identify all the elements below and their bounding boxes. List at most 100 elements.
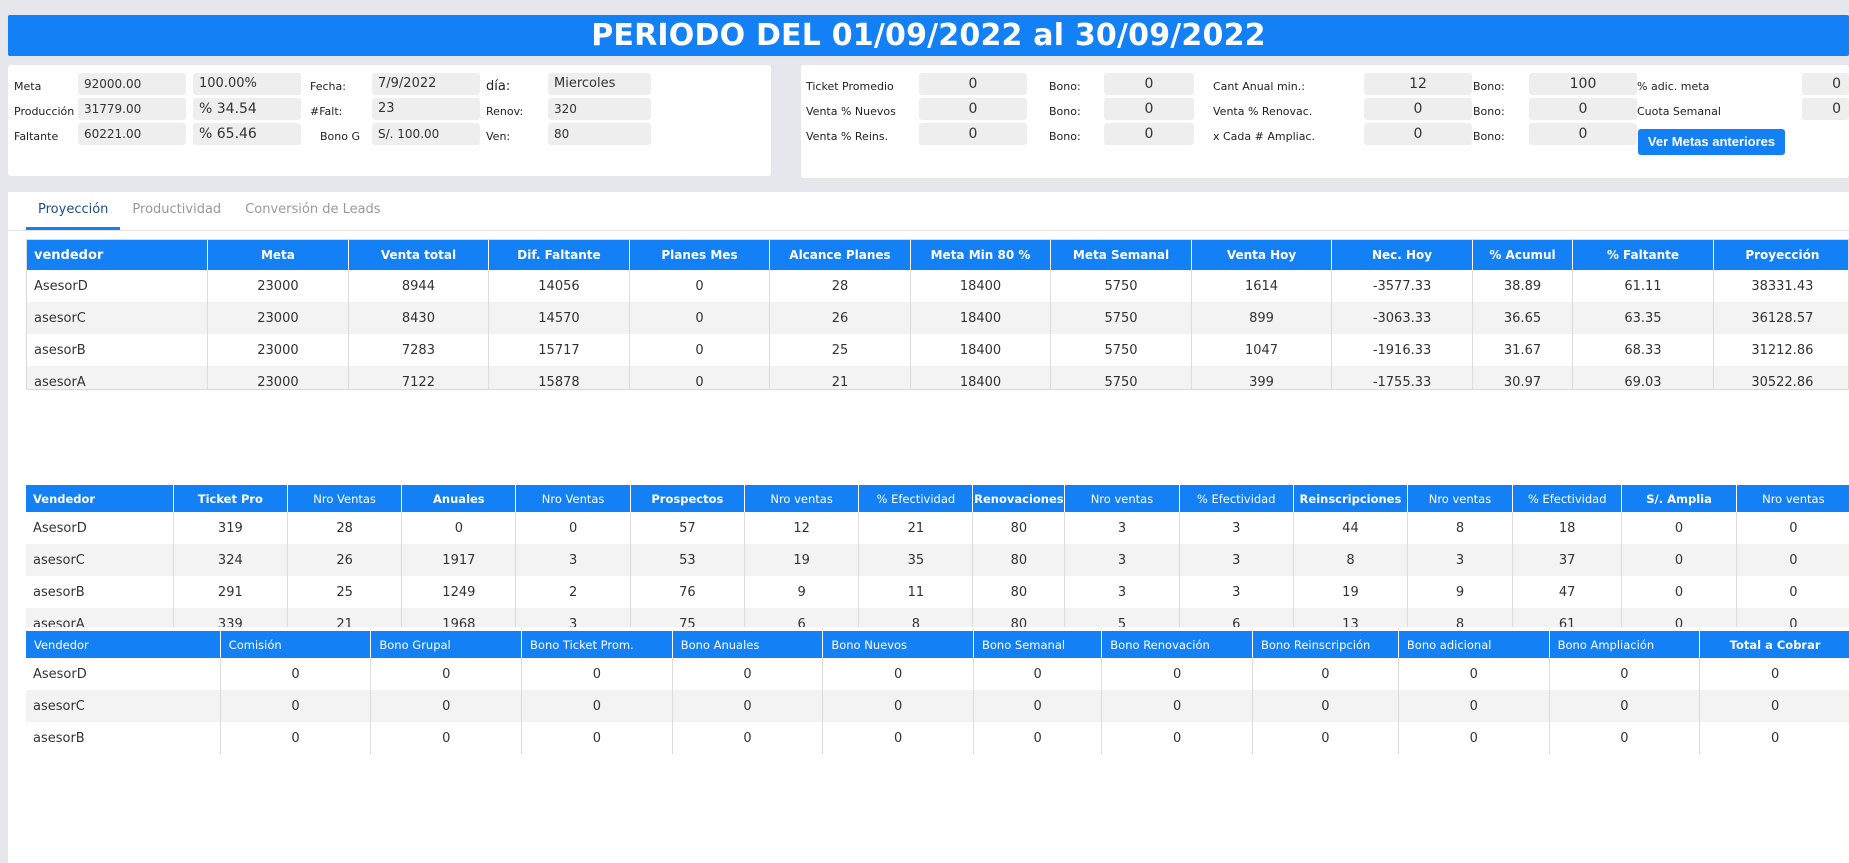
ticket-value: 0 xyxy=(919,73,1027,95)
cell-alcance-planes: 25 xyxy=(769,334,911,366)
cell-anuales: 1917 xyxy=(401,544,517,576)
col-header-efectividad[interactable]: % Efectividad xyxy=(1179,485,1294,512)
col-header-meta-semanal[interactable]: Meta Semanal xyxy=(1050,240,1192,270)
col-header-bono-semanal[interactable]: Bono Semanal xyxy=(973,631,1103,658)
col-header-comisi-n[interactable]: Comisión xyxy=(220,631,372,658)
table-row[interactable]: AsesorD 23000 8944 14056 0 28 18400 5750 1614 -35… xyxy=(27,270,1848,302)
cell-ticket-pro: 339 xyxy=(173,608,288,627)
cell-nro-ventas: 19 xyxy=(744,544,860,576)
col-header-ticket-pro[interactable]: Ticket Pro xyxy=(173,485,288,512)
cell-acumul: 38.89 xyxy=(1472,270,1574,302)
cell-nro-ventas: 25 xyxy=(287,576,403,608)
col-header-s-amplia[interactable]: S/. Amplia xyxy=(1621,485,1737,512)
cell-ticket-pro: 319 xyxy=(173,512,288,544)
col-header-bono-ampliaci-n[interactable]: Bono Ampliación xyxy=(1549,631,1701,658)
falt-value: 23 xyxy=(372,98,480,120)
col-header-vendedor[interactable]: Vendedor xyxy=(26,485,174,512)
table-row[interactable]: asesorC 23000 8430 14570 0 26 18400 5750 899 -306… xyxy=(27,302,1848,334)
cell-venta-total: 7122 xyxy=(348,366,490,389)
col-header-nec-hoy[interactable]: Nec. Hoy xyxy=(1331,240,1473,270)
reins-value: 0 xyxy=(919,123,1027,145)
col-header-alcance-planes[interactable]: Alcance Planes xyxy=(769,240,911,270)
tab-productividad[interactable]: Productividad xyxy=(132,202,222,217)
cell-total-a-cobrar: 0 xyxy=(1699,658,1849,690)
col-header-efectividad[interactable]: % Efectividad xyxy=(858,485,974,512)
col-header-meta-min-80[interactable]: Meta Min 80 % xyxy=(910,240,1052,270)
cell-faltante: 68.33 xyxy=(1572,334,1714,366)
col-header-nro-ventas[interactable]: Nro Ventas xyxy=(287,485,403,512)
cell-efectividad: 8 xyxy=(858,608,974,627)
col-header-nro-ventas[interactable]: Nro ventas xyxy=(1736,485,1849,512)
table-row[interactable]: asesorA 23000 7122 15878 0 21 18400 5750 399 -175… xyxy=(27,366,1848,389)
col-header-total-a-cobrar[interactable]: Total a Cobrar xyxy=(1699,631,1849,658)
tab-conversion-leads[interactable]: Conversión de Leads xyxy=(245,202,381,217)
table-row[interactable]: AsesorD 0 0 0 0 0 0 0 0 0 0 0 xyxy=(26,658,1849,690)
col-header-bono-anuales[interactable]: Bono Anuales xyxy=(672,631,824,658)
cell-efectividad: 35 xyxy=(858,544,974,576)
cell-vendedor: asesorA xyxy=(26,608,174,627)
col-header-reinscripciones[interactable]: Reinscripciones xyxy=(1293,485,1409,512)
table-header-row: vendedor Meta Venta total Dif. Faltante Plan… xyxy=(27,240,1848,270)
col-header-bono-grupal[interactable]: Bono Grupal xyxy=(370,631,523,658)
table-row[interactable]: asesorB 23000 7283 15717 0 25 18400 5750 1047 -19… xyxy=(27,334,1848,366)
col-header-dif-faltante[interactable]: Dif. Faltante xyxy=(488,240,630,270)
cell-alcance-planes: 26 xyxy=(769,302,911,334)
col-header-bono-reinscripci-n[interactable]: Bono Reinscripción xyxy=(1252,631,1399,658)
ven-label: Ven: xyxy=(486,130,511,143)
col-header-nro-ventas[interactable]: Nro ventas xyxy=(744,485,860,512)
col-header-venta-hoy[interactable]: Venta Hoy xyxy=(1191,240,1333,270)
col-header-nro-ventas[interactable]: Nro ventas xyxy=(1407,485,1513,512)
col-header-nro-ventas[interactable]: Nro Ventas xyxy=(515,485,631,512)
table-row[interactable]: asesorC 0 0 0 0 0 0 0 0 0 0 0 xyxy=(26,690,1849,722)
col-header-venta-total[interactable]: Venta total xyxy=(348,240,490,270)
table-row[interactable]: asesorB 291 25 1249 2 76 9 11 80 3 3 19 9 47 0 0 xyxy=(26,576,1849,608)
cell-nro-ventas: 3 xyxy=(1064,544,1180,576)
tab-bar: Proyección Productividad Conversión de L… xyxy=(26,202,393,230)
col-header-bono-renovaci-n[interactable]: Bono Renovación xyxy=(1101,631,1253,658)
col-header-proyecci-n[interactable]: Proyección xyxy=(1713,240,1848,270)
bono-value-5: 0 xyxy=(1529,98,1637,120)
col-header-anuales[interactable]: Anuales xyxy=(401,485,517,512)
cell-comisi-n: 0 xyxy=(220,658,372,690)
col-header-vendedor[interactable]: Vendedor xyxy=(26,631,221,658)
cell-renovaciones: 80 xyxy=(972,608,1066,627)
main-panel: Proyección Productividad Conversión de L… xyxy=(8,192,1849,863)
cell-venta-total: 8430 xyxy=(348,302,490,334)
col-header-prospectos[interactable]: Prospectos xyxy=(630,485,745,512)
cell-bono-ticket-prom: 0 xyxy=(521,658,673,690)
adic-meta-value: 0 xyxy=(1802,73,1849,95)
col-header-vendedor[interactable]: vendedor xyxy=(27,240,209,270)
col-header-meta[interactable]: Meta xyxy=(207,240,349,270)
cell-faltante: 69.03 xyxy=(1572,366,1714,389)
table-row[interactable]: asesorC 324 26 1917 3 53 19 35 80 3 3 8 3 37 0 0 xyxy=(26,544,1849,576)
col-header-nro-ventas[interactable]: Nro ventas xyxy=(1064,485,1180,512)
cell-nro-ventas: 21 xyxy=(287,608,403,627)
col-header-faltante[interactable]: % Faltante xyxy=(1572,240,1714,270)
cell-faltante: 61.11 xyxy=(1572,270,1714,302)
cell-ticket-pro: 291 xyxy=(173,576,288,608)
cell-dif-faltante: 15878 xyxy=(488,366,630,389)
col-header-bono-nuevos[interactable]: Bono Nuevos xyxy=(822,631,974,658)
cell-efectividad: 47 xyxy=(1512,576,1623,608)
ver-metas-anteriores-button[interactable]: Ver Metas anteriores xyxy=(1638,129,1785,155)
cell-nro-ventas: 2 xyxy=(515,576,631,608)
meta-label: Meta xyxy=(14,80,42,93)
cell-efectividad: 3 xyxy=(1179,512,1294,544)
col-header-acumul[interactable]: % Acumul xyxy=(1472,240,1574,270)
col-header-planes-mes[interactable]: Planes Mes xyxy=(629,240,771,270)
cell-bono-semanal: 0 xyxy=(973,690,1103,722)
table-row[interactable]: asesorB 0 0 0 0 0 0 0 0 0 0 0 xyxy=(26,722,1849,754)
cell-efectividad: 21 xyxy=(858,512,974,544)
tab-proyeccion[interactable]: Proyección xyxy=(26,202,121,230)
cell-nro-ventas: 0 xyxy=(1736,608,1849,627)
col-header-bono-ticket-prom[interactable]: Bono Ticket Prom. xyxy=(521,631,673,658)
cell-vendedor: asesorC xyxy=(27,302,209,334)
table-row[interactable]: AsesorD 319 28 0 0 57 12 21 80 3 3 44 8 18 0 0 xyxy=(26,512,1849,544)
col-header-renovaciones[interactable]: Renovaciones xyxy=(972,485,1066,512)
col-header-bono-adicional[interactable]: Bono adicional xyxy=(1398,631,1550,658)
cell-vendedor: asesorB xyxy=(26,722,221,754)
cell-prospectos: 57 xyxy=(630,512,745,544)
col-header-efectividad[interactable]: % Efectividad xyxy=(1512,485,1623,512)
bono-value-2: 0 xyxy=(1104,98,1194,120)
table-row[interactable]: asesorA 339 21 1968 3 75 6 8 80 5 6 13 8 61 0 0 xyxy=(26,608,1849,627)
